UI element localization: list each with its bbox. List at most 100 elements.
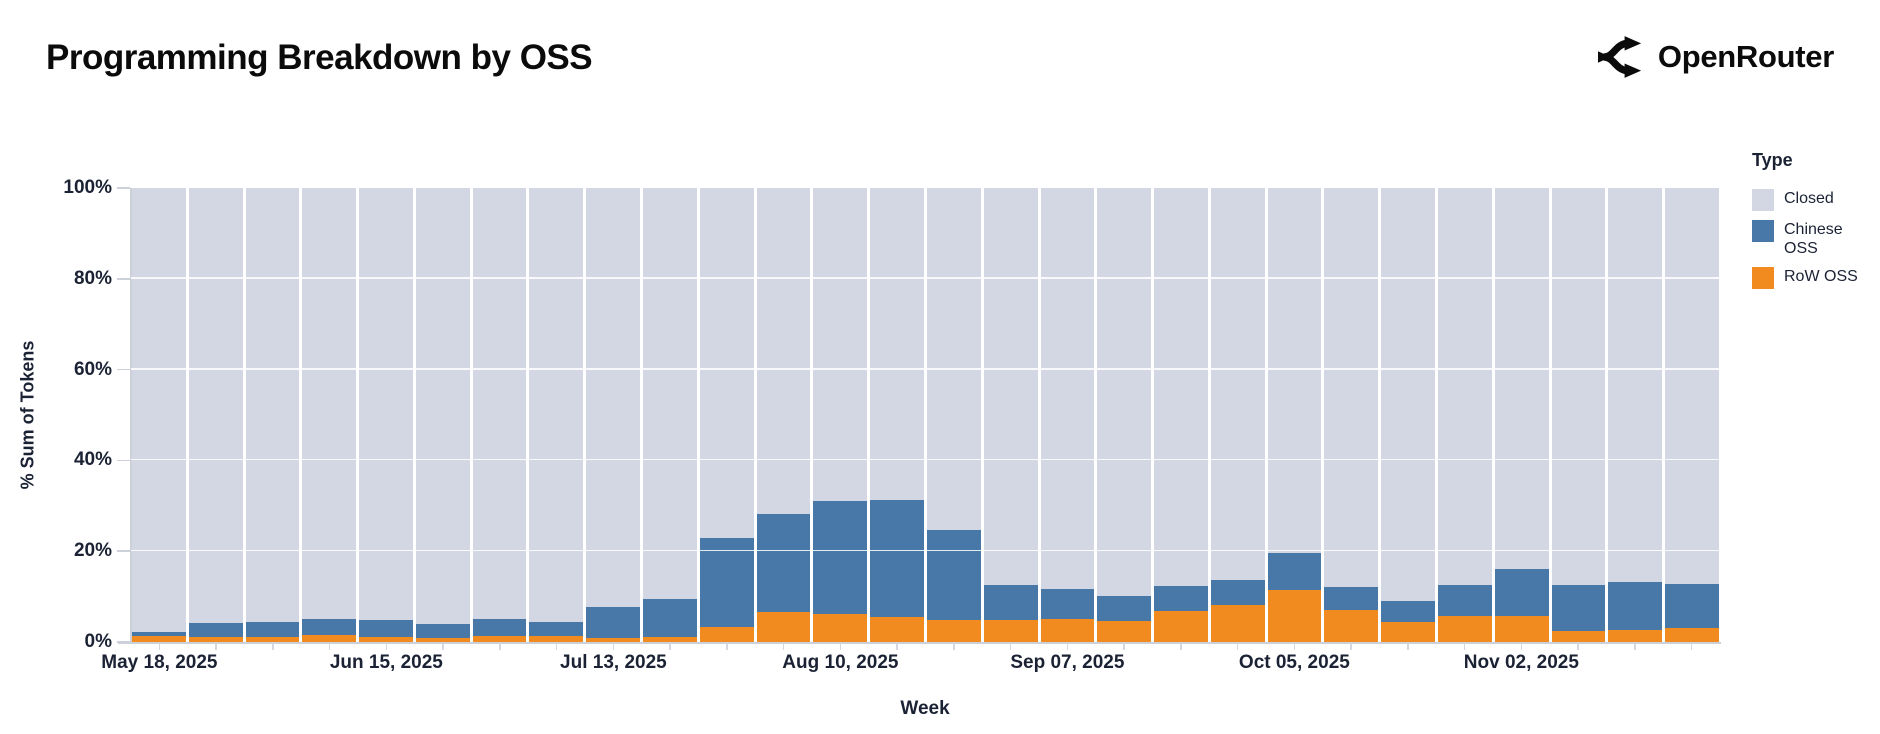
- bar-sep-28-2025[interactable]: [1210, 188, 1265, 642]
- segment-row-oss[interactable]: [302, 635, 357, 642]
- segment-closed[interactable]: [870, 188, 924, 500]
- segment-row-oss[interactable]: [1267, 589, 1322, 642]
- segment-row-oss[interactable]: [813, 613, 868, 642]
- segment-closed[interactable]: [926, 188, 981, 530]
- segment-closed[interactable]: [1608, 188, 1663, 583]
- segment-chinese-oss[interactable]: [1097, 596, 1152, 622]
- bar-oct-19-2025[interactable]: [1381, 188, 1435, 642]
- segment-row-oss[interactable]: [699, 627, 754, 642]
- segment-row-oss[interactable]: [359, 637, 413, 642]
- segment-row-oss[interactable]: [1494, 616, 1549, 642]
- bar-aug-24-2025[interactable]: [926, 188, 981, 642]
- segment-chinese-oss[interactable]: [1267, 553, 1322, 590]
- segment-chinese-oss[interactable]: [699, 538, 754, 628]
- segment-chinese-oss[interactable]: [643, 598, 697, 638]
- segment-chinese-oss[interactable]: [1210, 579, 1265, 605]
- segment-chinese-oss[interactable]: [586, 607, 641, 638]
- segment-row-oss[interactable]: [1154, 611, 1208, 642]
- segment-chinese-oss[interactable]: [1437, 585, 1492, 617]
- bar-aug-31-2025[interactable]: [983, 188, 1038, 642]
- segment-closed[interactable]: [302, 188, 357, 620]
- segment-closed[interactable]: [1097, 188, 1152, 597]
- segment-closed[interactable]: [983, 188, 1038, 585]
- segment-closed[interactable]: [188, 188, 243, 623]
- bar-nov-02-2025[interactable]: [1494, 188, 1549, 642]
- segment-chinese-oss[interactable]: [1040, 588, 1095, 619]
- segment-chinese-oss[interactable]: [813, 500, 868, 614]
- bar-may-25-2025[interactable]: [188, 188, 243, 642]
- segment-closed[interactable]: [1267, 188, 1322, 554]
- bar-aug-03-2025[interactable]: [756, 188, 811, 642]
- segment-closed[interactable]: [245, 188, 300, 622]
- bar-aug-10-2025[interactable]: [813, 188, 868, 642]
- segment-row-oss[interactable]: [472, 636, 527, 642]
- segment-row-oss[interactable]: [245, 637, 300, 642]
- bar-jul-13-2025[interactable]: [586, 188, 641, 642]
- bar-sep-21-2025[interactable]: [1154, 188, 1208, 642]
- segment-closed[interactable]: [586, 188, 641, 608]
- bar-may-18-2025[interactable]: [132, 188, 186, 642]
- segment-row-oss[interactable]: [756, 612, 811, 642]
- segment-chinese-oss[interactable]: [359, 620, 413, 638]
- segment-row-oss[interactable]: [415, 637, 470, 642]
- segment-row-oss[interactable]: [1210, 604, 1265, 642]
- segment-chinese-oss[interactable]: [302, 619, 357, 636]
- segment-row-oss[interactable]: [1040, 618, 1095, 642]
- bar-jun-01-2025[interactable]: [245, 188, 300, 642]
- segment-closed[interactable]: [1437, 188, 1492, 586]
- segment-row-oss[interactable]: [1665, 627, 1719, 642]
- segment-row-oss[interactable]: [586, 637, 641, 642]
- segment-row-oss[interactable]: [188, 637, 243, 642]
- bar-nov-23-2025[interactable]: [1665, 188, 1719, 642]
- segment-closed[interactable]: [699, 188, 754, 539]
- segment-closed[interactable]: [132, 188, 186, 632]
- bar-jun-22-2025[interactable]: [415, 188, 470, 642]
- segment-row-oss[interactable]: [643, 637, 697, 642]
- segment-closed[interactable]: [1381, 188, 1435, 602]
- segment-row-oss[interactable]: [1437, 616, 1492, 642]
- segment-chinese-oss[interactable]: [926, 529, 981, 620]
- segment-row-oss[interactable]: [983, 619, 1038, 642]
- segment-row-oss[interactable]: [1608, 630, 1663, 642]
- segment-row-oss[interactable]: [1381, 622, 1435, 642]
- segment-closed[interactable]: [415, 188, 470, 624]
- segment-chinese-oss[interactable]: [756, 513, 811, 613]
- segment-chinese-oss[interactable]: [1665, 583, 1719, 628]
- segment-closed[interactable]: [1324, 188, 1379, 587]
- segment-closed[interactable]: [1040, 188, 1095, 589]
- segment-closed[interactable]: [1665, 188, 1719, 584]
- legend-item-closed[interactable]: Closed: [1752, 189, 1872, 211]
- segment-closed[interactable]: [1210, 188, 1265, 580]
- segment-chinese-oss[interactable]: [1381, 601, 1435, 623]
- segment-chinese-oss[interactable]: [1551, 585, 1606, 632]
- bar-jul-20-2025[interactable]: [643, 188, 697, 642]
- bar-jun-15-2025[interactable]: [359, 188, 413, 642]
- segment-chinese-oss[interactable]: [415, 623, 470, 638]
- bar-oct-26-2025[interactable]: [1437, 188, 1492, 642]
- segment-chinese-oss[interactable]: [245, 621, 300, 638]
- segment-chinese-oss[interactable]: [132, 631, 186, 637]
- bar-oct-05-2025[interactable]: [1267, 188, 1322, 642]
- segment-row-oss[interactable]: [1551, 631, 1606, 642]
- segment-row-oss[interactable]: [529, 636, 584, 642]
- segment-chinese-oss[interactable]: [472, 618, 527, 637]
- legend-item-chinese-oss[interactable]: Chinese OSS: [1752, 220, 1872, 258]
- segment-closed[interactable]: [1551, 188, 1606, 586]
- segment-closed[interactable]: [359, 188, 413, 621]
- bar-sep-14-2025[interactable]: [1097, 188, 1152, 642]
- bar-nov-16-2025[interactable]: [1608, 188, 1663, 642]
- bar-oct-12-2025[interactable]: [1324, 188, 1379, 642]
- segment-row-oss[interactable]: [926, 619, 981, 642]
- segment-closed[interactable]: [813, 188, 868, 501]
- bar-jul-06-2025[interactable]: [529, 188, 584, 642]
- segment-closed[interactable]: [529, 188, 584, 623]
- bar-nov-09-2025[interactable]: [1551, 188, 1606, 642]
- segment-chinese-oss[interactable]: [1324, 586, 1379, 610]
- segment-chinese-oss[interactable]: [1494, 568, 1549, 617]
- bar-jul-27-2025[interactable]: [699, 188, 754, 642]
- segment-row-oss[interactable]: [870, 617, 924, 642]
- segment-row-oss[interactable]: [1324, 609, 1379, 642]
- legend-item-row-oss[interactable]: RoW OSS: [1752, 267, 1872, 290]
- bar-sep-07-2025[interactable]: [1040, 188, 1095, 642]
- segment-chinese-oss[interactable]: [1154, 586, 1208, 612]
